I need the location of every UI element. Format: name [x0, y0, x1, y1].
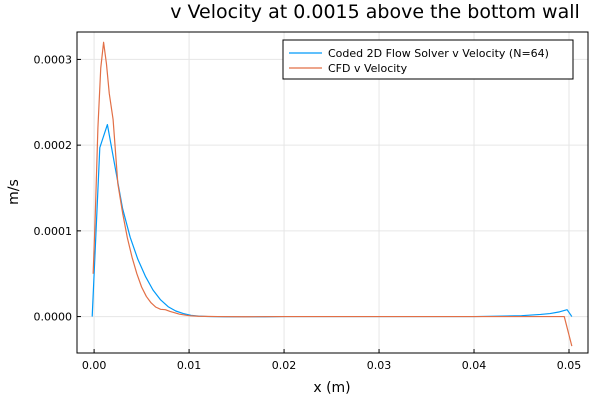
plot-series — [91, 41, 573, 347]
y-tick-label: 0.0000 — [34, 311, 73, 324]
legend: Coded 2D Flow Solver v Velocity (N=64) CF… — [282, 39, 574, 80]
y-tick-label: 0.0001 — [34, 225, 73, 238]
axis-ticks: 0.00 0.01 0.02 0.03 0.04 0.05 0.0000 0.0001 0.00… — [34, 53, 582, 372]
chart-title: v Velocity at 0.0015 above the bottom wa… — [170, 1, 580, 23]
plot-frame — [76, 31, 589, 354]
x-tick-label: 0.03 — [367, 359, 392, 372]
series-line-2 — [92, 41, 573, 347]
legend-box — [282, 39, 574, 80]
x-tick-label: 0.04 — [462, 359, 487, 372]
x-axis-label: x (m) — [313, 380, 350, 396]
y-axis-label: m/s — [6, 179, 22, 205]
y-tick-label: 0.0003 — [34, 53, 73, 66]
y-tick-label: 0.0002 — [34, 139, 73, 152]
x-tick-label: 0.02 — [272, 359, 297, 372]
x-tick-label: 0.01 — [177, 359, 202, 372]
series-line-1 — [91, 123, 573, 318]
x-tick-label: 0.00 — [82, 359, 107, 372]
legend-entry-1: Coded 2D Flow Solver v Velocity (N=64) — [328, 47, 549, 60]
legend-entry-2: CFD v Velocity — [328, 62, 408, 75]
x-tick-label: 0.05 — [557, 359, 582, 372]
